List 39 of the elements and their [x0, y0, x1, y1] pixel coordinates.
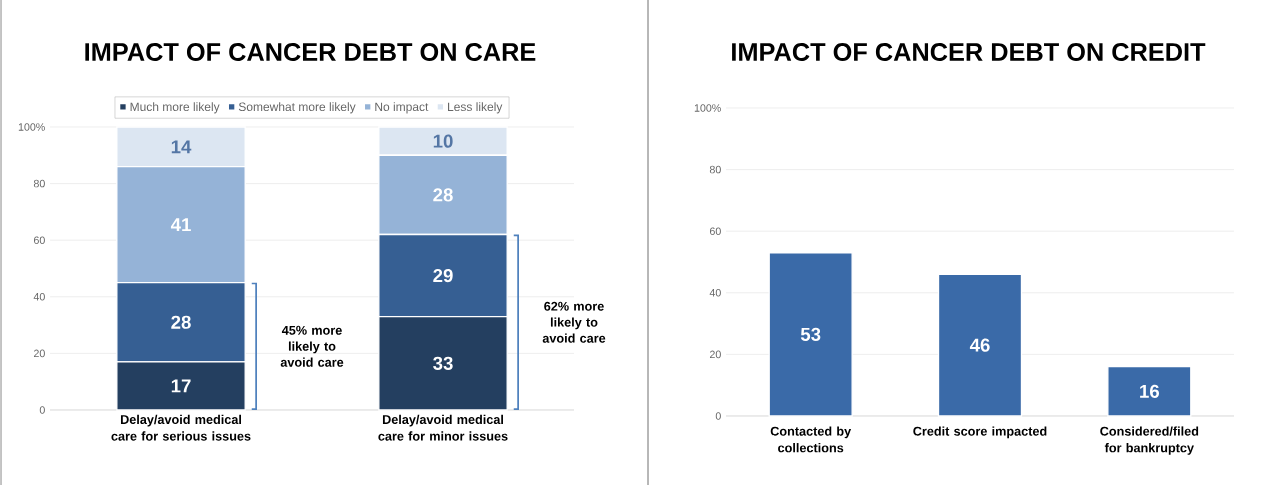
annotation: 45% more likely to avoid care [280, 325, 344, 367]
data-label: 28 [171, 315, 191, 329]
y-tick-label: 20 [33, 349, 45, 358]
x-tick-label: Considered/filed for bankruptcy [1100, 426, 1199, 455]
chart-title: IMPACT OF CANCER DEBT ON CARE [85, 43, 536, 61]
y-tick-label: 40 [33, 293, 45, 301]
bar [768, 252, 853, 417]
legend-label: No impact [375, 102, 429, 114]
data-label: 10 [433, 134, 453, 148]
bar [1107, 366, 1192, 417]
x-tick-label: Credit score impacted [913, 426, 1047, 439]
x-tick-label: Delay/avoid medical care for serious issues [111, 414, 251, 441]
y-tick-label: 40 [709, 289, 721, 297]
legend-label: Somewhat more likely [238, 102, 356, 114]
y-tick-label: 60 [33, 236, 45, 244]
y-tick-label: 100% [694, 104, 721, 112]
legend-label: Less likely [448, 102, 503, 114]
data-label: 16 [1140, 384, 1160, 398]
y-tick-label: 0 [715, 412, 721, 420]
y-tick-label: 0 [39, 406, 45, 414]
data-label: 46 [969, 338, 990, 352]
y-tick-label: 100% [18, 123, 45, 131]
data-label: 28 [433, 188, 453, 202]
data-label: 29 [433, 268, 453, 283]
chart-title: IMPACT OF CANCER DEBT ON CREDIT [732, 43, 1206, 61]
data-label: 41 [170, 218, 191, 232]
data-label: 14 [171, 140, 192, 154]
data-label: 33 [433, 356, 453, 370]
bar [937, 273, 1023, 417]
y-tick-label: 80 [33, 179, 45, 188]
y-tick-label: 60 [709, 227, 721, 235]
x-tick-label: Delay/avoid medical care for minor issues [378, 414, 508, 441]
annotation: 62% more likely to avoid care [542, 301, 606, 343]
legend-label: Much more likely [130, 102, 220, 114]
y-tick-label: 20 [709, 350, 721, 359]
y-tick-label: 80 [709, 165, 721, 174]
data-label: 17 [171, 379, 191, 393]
x-tick-label: Contacted by collections [770, 426, 852, 453]
data-label: 53 [800, 327, 821, 341]
